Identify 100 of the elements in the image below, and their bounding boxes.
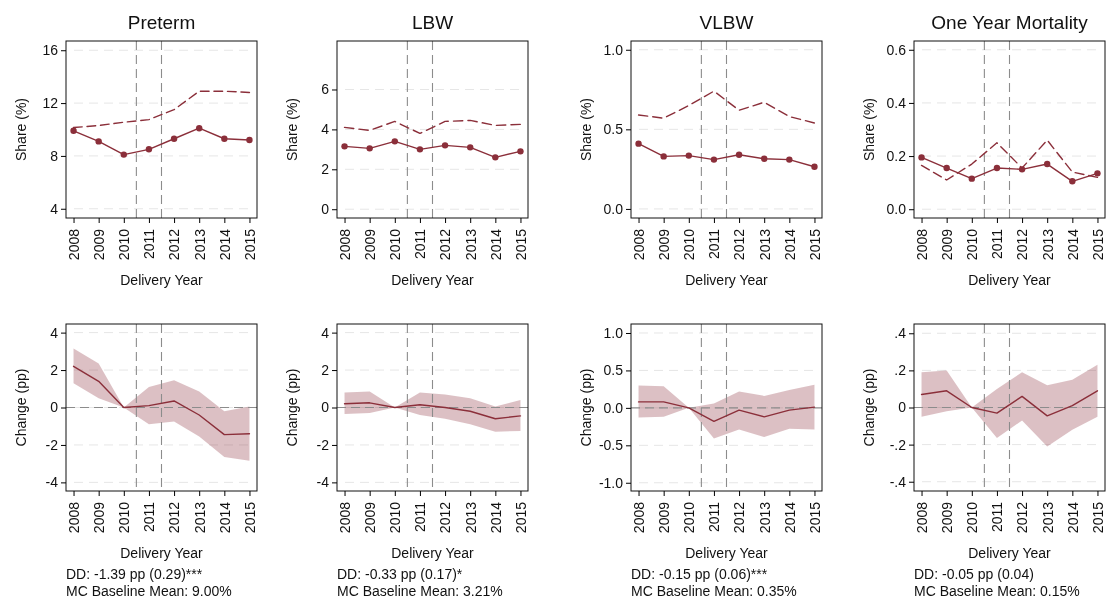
y-tick-label: 0 [898,399,907,416]
y-axis-title: Change (pp) [284,368,300,447]
point [441,142,449,149]
text: DD: -0.05 pp (0.04) [914,566,1034,582]
point [120,151,127,158]
x-tick-label: 2009 [939,501,956,534]
x-tick-label: 2014 [1064,501,1081,534]
point [968,175,975,182]
text: DD: -1.39 pp (0.29)*** [66,566,203,582]
y-tick-label: 0.5 [603,362,624,379]
x-tick-label: 2011 [412,228,429,260]
y-tick-label: -0.5 [598,437,624,454]
y-tick-label: 6 [321,81,330,98]
point [221,135,228,142]
y-tick-label: -2 [316,436,330,453]
y-tick-label: -4 [45,474,59,491]
y-tick-label: -.4 [889,473,907,490]
x-axis-title: Delivery Year [968,545,1052,561]
x-tick-label: 2013 [462,228,479,261]
x-tick-label: 2010 [681,228,698,261]
x-tick-label: 2011 [989,501,1006,533]
y-axis-title: Change (pp) [861,368,877,447]
line-series [72,365,251,436]
x-tick-label: 2009 [91,501,108,534]
y-tick-label: 4 [50,200,59,217]
x-tick-label: 2008 [630,228,647,261]
x-tick-label: 2012 [731,501,748,534]
x-axis-title: Delivery Year [391,545,475,561]
x-tick-label: 2012 [166,228,183,261]
y-axis-title: Change (pp) [578,368,594,447]
point [196,124,203,132]
x-tick-label: 2009 [362,228,379,261]
point [1094,170,1101,177]
x-tick-label: 2011 [706,228,723,260]
x-tick-label: 2010 [116,228,133,261]
y-tick-label: -1.0 [598,474,624,491]
x-axis-title: Delivery Year [120,545,204,561]
x-tick-label: 2015 [806,501,823,534]
x-axis-title: Delivery Year [685,272,769,288]
y-tick-label: -2 [45,436,59,453]
point [467,144,474,151]
chart-title: LBW [411,12,454,33]
x-tick-label: 2008 [65,228,82,261]
x-tick-label: 2012 [1014,228,1031,261]
y-tick-label: .4 [894,325,907,342]
point [660,153,667,160]
x-tick-label: 2013 [756,228,773,261]
x-tick-label: 2014 [216,501,233,534]
y-tick-label: .2 [894,362,907,379]
y-tick-label: -4 [316,474,330,491]
line-series [637,90,816,124]
x-tick-label: 2010 [387,228,404,261]
chart-title: VLBW [699,12,754,33]
x-tick-label: 2014 [216,228,233,261]
y-tick-label: 2 [50,362,59,379]
y-tick-label: 0.0 [603,200,624,217]
point [735,151,743,159]
x-tick-label: 2008 [630,501,647,534]
x-tick-label: 2010 [681,501,698,534]
y-tick-label: 8 [50,147,59,164]
y-tick-label: 2 [321,161,330,178]
x-tick-label: 2008 [913,501,930,534]
x-tick-label: 2013 [191,501,208,534]
x-tick-label: 2010 [964,501,981,534]
point [391,138,398,145]
y-tick-label: 2 [321,362,330,379]
y-tick-label: 0 [321,201,330,218]
point [95,138,102,145]
y-tick-label: 0.5 [603,121,624,138]
point [341,143,348,150]
text: MC Baseline Mean: 9.00% [66,583,232,597]
point [517,148,524,155]
x-tick-label: 2014 [487,228,504,261]
y-tick-label: 0.4 [886,94,907,111]
x-axis-title: Delivery Year [391,272,475,288]
point [70,127,77,135]
x-tick-label: 2013 [1039,228,1056,261]
point [993,164,1001,172]
x-tick-label: 2008 [336,228,353,261]
x-tick-label: 2012 [437,501,454,534]
y-tick-label: 12 [42,95,59,112]
y-axis-title: Change (pp) [13,368,29,447]
x-tick-label: 2011 [412,501,429,533]
point [1044,160,1051,168]
x-tick-label: 2010 [387,501,404,534]
y-tick-label: 1.0 [603,324,624,341]
point [710,156,718,163]
x-tick-label: 2015 [806,228,823,261]
x-tick-label: 2014 [487,501,504,534]
point [170,135,178,142]
x-axis-title: Delivery Year [968,272,1052,288]
point [761,155,768,162]
x-tick-label: 2011 [141,501,158,533]
x-tick-label: 2009 [656,501,673,534]
point [366,145,373,152]
y-axis-title: Share (%) [578,97,594,162]
point [685,152,692,159]
y-tick-label: 0.6 [886,41,907,58]
point [811,163,818,170]
point [246,136,253,144]
